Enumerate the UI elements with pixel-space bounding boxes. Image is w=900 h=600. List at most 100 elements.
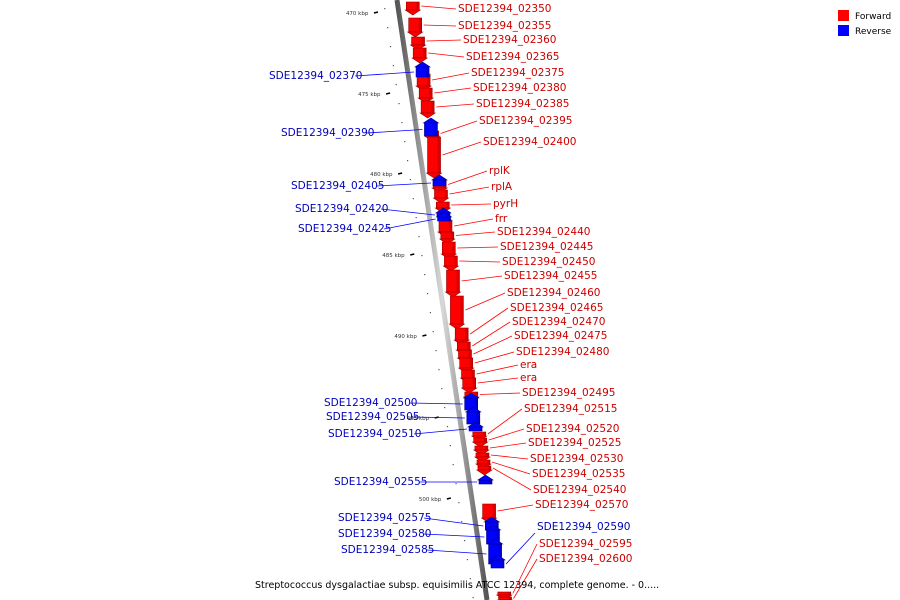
gene-label-reverse[interactable]: SDE12394_02420 [295, 203, 388, 215]
gene-label-forward[interactable]: SDE12394_02465 [510, 302, 603, 314]
backbone-dot [435, 350, 437, 352]
tick-label: 485 kbp [382, 253, 405, 259]
gene-label-forward[interactable]: SDE12394_02495 [522, 387, 615, 399]
gene-shade [489, 480, 492, 484]
leader-line [432, 72, 470, 81]
backbone-dot [409, 179, 412, 181]
tick-mark [422, 334, 427, 337]
gene-shade [450, 232, 454, 239]
genome-caption: Streptococcus dysgalactiae subsp. equisi… [255, 580, 659, 591]
gene-shade [483, 438, 487, 442]
scale-ticks: 470 kbp 475 kbp 480 kbp 485 kbp 490 kbp 495 k… [346, 11, 452, 503]
gene-label-forward[interactable]: SDE12394_02385 [476, 98, 569, 110]
gene-shade [449, 220, 452, 232]
gene-body [498, 596, 512, 600]
gene-label-forward[interactable]: SDE12394_02355 [458, 20, 551, 32]
gene-arrow [432, 197, 450, 204]
leader-line [465, 292, 506, 311]
gene-label-forward[interactable]: era [520, 359, 537, 371]
gene-label-reverse[interactable]: SDE12394_02575 [338, 512, 431, 524]
gene-label-forward[interactable]: SDE12394_02460 [507, 287, 600, 299]
gene-shade [501, 560, 504, 568]
gene-label-reverse[interactable]: SDE12394_02555 [334, 476, 427, 488]
gene-shade [447, 217, 451, 221]
gene-label-forward[interactable]: SDE12394_02595 [539, 538, 632, 550]
gene-label-forward[interactable]: SDE12394_02480 [516, 346, 609, 358]
gene-label-forward[interactable]: SDE12394_02470 [512, 316, 605, 328]
gene-label-forward[interactable]: SDE12394_02350 [458, 3, 551, 15]
gene-label-forward[interactable]: SDE12394_02455 [504, 270, 597, 282]
gene-label-reverse[interactable]: SDE12394_02580 [338, 528, 431, 540]
gene-label-forward[interactable]: SDE12394_02535 [532, 468, 625, 480]
gene-label-forward[interactable]: SDE12394_02395 [479, 115, 572, 127]
gene-label-forward[interactable]: pyrH [493, 198, 518, 210]
gene-arrow [462, 392, 480, 399]
leader-line [423, 24, 457, 27]
backbone-dot [449, 445, 451, 447]
leader-line [411, 416, 465, 419]
leader-line [453, 218, 494, 227]
gene-features [404, 1, 514, 600]
gene-arrow [460, 387, 478, 394]
gene-label-forward[interactable]: rplK [489, 165, 511, 177]
leader-line [487, 408, 523, 435]
gene-label-forward[interactable]: SDE12394_02570 [535, 499, 628, 511]
backbone-dot [407, 160, 409, 162]
gene-arrow [444, 291, 462, 298]
gene-label-forward[interactable]: SDE12394_02475 [514, 330, 607, 342]
gene-label-forward[interactable]: SDE12394_02440 [497, 226, 590, 238]
gene-shade [476, 412, 480, 424]
gene-label-reverse[interactable]: SDE12394_02510 [328, 428, 421, 440]
gene-arrow [467, 421, 485, 428]
gene-arrow [475, 469, 493, 476]
gene-shade [474, 392, 478, 397]
gene-label-reverse[interactable]: SDE12394_02390 [281, 127, 374, 139]
gene-shade [460, 296, 464, 324]
gene-label-forward[interactable]: SDE12394_02600 [539, 553, 632, 565]
gene-label-forward[interactable]: SDE12394_02540 [533, 484, 626, 496]
gene-label-reverse[interactable]: SDE12394_02405 [291, 180, 384, 192]
backbone-dot [395, 84, 397, 86]
gene-label-forward[interactable]: rplA [491, 181, 513, 193]
gene-label-forward[interactable]: SDE12394_02360 [463, 34, 556, 46]
leader-line [492, 467, 532, 491]
gene-label-forward[interactable]: SDE12394_02400 [483, 136, 576, 148]
backbone-dot [444, 407, 446, 409]
gene-label-reverse[interactable]: SDE12394_02500 [324, 397, 417, 409]
gene-label-reverse[interactable]: SDE12394_02585 [341, 544, 434, 556]
gene-label-forward[interactable]: era [520, 372, 537, 384]
gene-label-forward[interactable]: frr [495, 213, 508, 225]
legend: Forward Reverse [838, 10, 892, 37]
gene-shade [467, 342, 471, 350]
leader-line [513, 558, 538, 599]
gene-label-forward[interactable]: SDE12394_02530 [530, 453, 623, 465]
gene-label-forward[interactable]: SDE12394_02380 [473, 82, 566, 94]
gene-arrow [472, 449, 490, 456]
leader-line [421, 5, 457, 10]
legend-forward-swatch [838, 10, 849, 21]
leader-line [380, 208, 435, 216]
leader-line [423, 533, 485, 538]
gene-label-forward[interactable]: SDE12394_02520 [526, 423, 619, 435]
gene-label-reverse[interactable]: SDE12394_02370 [269, 70, 362, 82]
gene-label-forward[interactable]: SDE12394_02515 [524, 403, 617, 415]
gene-label-forward[interactable]: SDE12394_02445 [500, 241, 593, 253]
gene-label-forward[interactable]: SDE12394_02375 [471, 67, 564, 79]
gene-arrow [414, 61, 432, 68]
leader-line [366, 129, 423, 134]
gene-label-reverse[interactable]: SDE12394_02425 [298, 223, 391, 235]
gene-shade [498, 544, 502, 564]
gene-label-reverse[interactable]: SDE12394_02590 [537, 521, 630, 533]
gene-shade [423, 48, 427, 58]
gene-label-forward[interactable]: SDE12394_02525 [528, 437, 621, 449]
tick-label: 470 kbp [346, 11, 369, 17]
gene-label-reverse[interactable]: SDE12394_02505 [326, 411, 419, 423]
gene-shade [487, 460, 490, 464]
gene-label-forward[interactable]: SDE12394_02450 [502, 256, 595, 268]
gene-label-forward[interactable]: SDE12394_02365 [466, 51, 559, 63]
gene-shade [426, 67, 430, 77]
gene-shade [485, 453, 489, 457]
backbone-dot [438, 369, 440, 371]
backbone-dot [469, 578, 471, 580]
